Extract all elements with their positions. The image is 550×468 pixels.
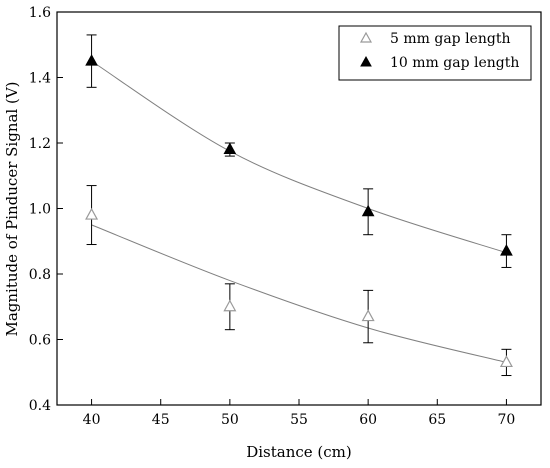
y-tick-label: 1.2: [29, 136, 51, 152]
x-tick-label: 70: [498, 412, 516, 428]
data-point-10mm: [361, 204, 375, 217]
legend-marker-10mm: [360, 55, 372, 67]
y-tick-label: 0.8: [29, 267, 51, 283]
data-point-5mm: [85, 207, 99, 220]
y-tick-label: 0.4: [29, 398, 51, 414]
x-tick-label: 55: [290, 412, 308, 428]
y-axis-label: Magnitude of Pinducer Signal (V): [3, 81, 21, 336]
legend-box: [338, 25, 532, 81]
x-tick-label: 45: [152, 412, 170, 428]
y-tick-label: 1.6: [29, 5, 51, 21]
data-point-10mm: [500, 244, 513, 256]
x-tick-label: 60: [359, 412, 377, 428]
data-point-5mm: [223, 299, 237, 312]
data-point-10mm: [223, 142, 237, 155]
data-point-10mm: [85, 54, 98, 66]
legend-label-5mm: 5 mm gap length: [390, 31, 510, 47]
y-tick-label: 1.4: [29, 71, 51, 87]
y-tick-label: 0.6: [29, 333, 51, 349]
fit-curves: [91, 60, 507, 363]
fit-curve-1: [91, 60, 507, 254]
data-point-5mm: [361, 309, 375, 322]
x-tick-label: 65: [428, 412, 446, 428]
legend: 5 mm gap length 10 mm gap length: [338, 25, 532, 81]
legend-marker-5mm: [359, 31, 373, 43]
legend-label-10mm: 10 mm gap length: [390, 55, 519, 71]
x-axis-label: Distance (cm): [246, 443, 352, 461]
axis-ticks: 40 45 50 55 60 65 70 0.4 0.6 0.8 1.0 1.2 1.4 1.6: [29, 5, 516, 428]
fit-curve-0: [91, 224, 507, 363]
x-tick-label: 50: [221, 412, 239, 428]
data-marks: [85, 34, 513, 377]
x-tick-label: 40: [83, 412, 101, 428]
data-point-5mm: [499, 355, 513, 368]
y-tick-label: 1.0: [29, 202, 51, 218]
